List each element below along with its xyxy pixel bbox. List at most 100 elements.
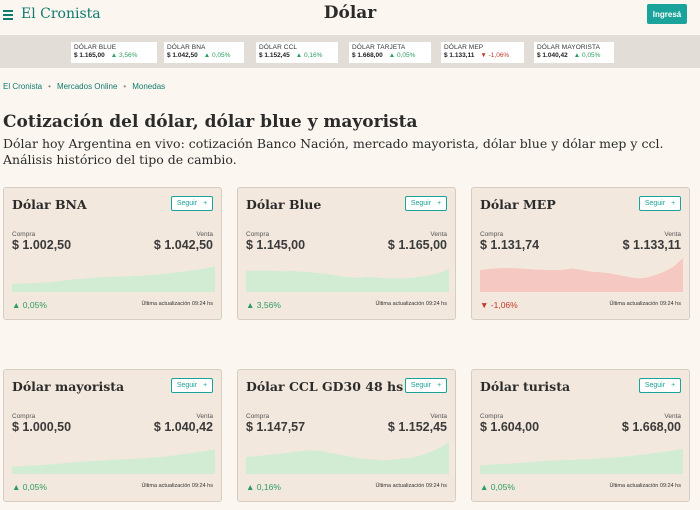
- breadcrumb-item[interactable]: El Cronista: [3, 82, 43, 91]
- currency-card[interactable]: Dólar CCL GD30 48 hs Seguir + Compra Vent…: [237, 369, 456, 502]
- sparkline-area: [246, 441, 449, 474]
- sparkline-area: [246, 268, 449, 292]
- card-title: Dólar mayorista: [12, 379, 125, 394]
- sell-value: $ 1.165,00: [387, 238, 447, 252]
- ticker-item[interactable]: DÓLAR MEP $ 1.133,11 ▼ -1,06%: [441, 42, 524, 63]
- buy-value: $ 1.000,50: [12, 420, 72, 434]
- ticker-name: DÓLAR BNA: [167, 44, 206, 51]
- change-value: ▲ 0,05%: [12, 300, 47, 310]
- buy-label: Compra: [246, 231, 270, 238]
- login-button[interactable]: Ingresá: [647, 4, 687, 24]
- main-heading: Cotización del dólar, dólar blue y mayor…: [3, 112, 418, 132]
- buy-label: Compra: [12, 231, 36, 238]
- ticker-item[interactable]: DÓLAR BLUE $ 1.165,00 ▲ 3,56%: [71, 42, 157, 63]
- last-update: Última actualización 09:24 hs: [609, 301, 681, 307]
- change-value: ▲ 0,16%: [246, 482, 281, 492]
- sell-label: Venta: [430, 231, 447, 238]
- change-value: ▲ 3,56%: [246, 300, 281, 310]
- follow-button[interactable]: Seguir +: [405, 196, 447, 211]
- sell-label: Venta: [196, 413, 213, 420]
- follow-label: Seguir: [410, 200, 432, 207]
- follow-button[interactable]: Seguir +: [639, 196, 681, 211]
- sell-value: $ 1.133,11: [622, 238, 681, 252]
- change-value: ▼ -1,06%: [480, 300, 518, 310]
- follow-button[interactable]: Seguir +: [171, 196, 213, 211]
- ticker-item[interactable]: DÓLAR CCL $ 1.152,45 ▲ 0,16%: [256, 42, 338, 63]
- ticker-change: ▼ -1,06%: [480, 52, 510, 59]
- buy-label: Compra: [480, 413, 504, 420]
- currency-ticker: DÓLAR BLUE $ 1.165,00 ▲ 3,56% DÓLAR BNA $…: [0, 35, 700, 68]
- breadcrumb-item[interactable]: Mercados Online: [56, 82, 118, 91]
- plus-icon: +: [203, 382, 208, 389]
- card-title: Dólar turista: [480, 379, 571, 394]
- ticker-value: $ 1.668,00: [352, 52, 383, 59]
- ticker-value: $ 1.040,42: [537, 52, 568, 59]
- ticker-change: ▲ 0,05%: [573, 52, 601, 59]
- currency-card[interactable]: Dólar BNA Seguir + Compra Venta $ 1.002,5…: [3, 187, 222, 320]
- follow-button[interactable]: Seguir +: [639, 378, 681, 393]
- buy-label: Compra: [12, 413, 36, 420]
- buy-value: $ 1.145,00: [246, 238, 306, 252]
- card-title: Dólar BNA: [12, 197, 87, 212]
- follow-button[interactable]: Seguir +: [405, 378, 447, 393]
- sell-value: $ 1.042,50: [153, 238, 213, 252]
- ticker-change: ▲ 0,05%: [388, 52, 416, 59]
- sparkline-chart: [480, 258, 683, 292]
- ticker-value: $ 1.165,00: [74, 52, 105, 59]
- ticker-change: ▲ 3,56%: [110, 52, 138, 59]
- sell-label: Venta: [664, 413, 681, 420]
- ticker-name: DÓLAR MAYORISTA: [537, 44, 601, 51]
- site-header: El Cronista Dólar Ingresá: [0, 0, 700, 33]
- sparkline-chart: [12, 266, 215, 292]
- site-logo[interactable]: El Cronista: [21, 6, 101, 22]
- ticker-item[interactable]: DÓLAR BNA $ 1.042,50 ▲ 0,05%: [164, 42, 244, 63]
- ticker-change: ▲ 0,05%: [203, 52, 231, 59]
- currency-card[interactable]: Dólar turista Seguir + Compra Venta $ 1.6…: [471, 369, 690, 502]
- buy-label: Compra: [246, 413, 270, 420]
- breadcrumb-separator: •: [48, 82, 51, 91]
- sell-value: $ 1.152,45: [387, 420, 447, 434]
- follow-label: Seguir: [176, 200, 198, 207]
- last-update: Última actualización 09:24 hs: [141, 483, 213, 489]
- buy-value: $ 1.604,00: [480, 420, 540, 434]
- card-title: Dólar MEP: [480, 197, 556, 212]
- buy-value: $ 1.131,74: [480, 238, 540, 252]
- buy-label: Compra: [480, 231, 504, 238]
- follow-button[interactable]: Seguir +: [171, 378, 213, 393]
- sparkline-chart: [246, 268, 449, 292]
- currency-card[interactable]: Dólar mayorista Seguir + Compra Venta $ 1…: [3, 369, 222, 502]
- plus-icon: +: [671, 200, 676, 207]
- change-value: ▲ 0,05%: [12, 482, 47, 492]
- sparkline-chart: [480, 448, 683, 474]
- plus-icon: +: [437, 200, 442, 207]
- currency-card[interactable]: Dólar Blue Seguir + Compra Venta $ 1.145,…: [237, 187, 456, 320]
- buy-value: $ 1.147,57: [246, 420, 306, 434]
- ticker-name: DÓLAR CCL: [259, 44, 298, 51]
- card-title: Dólar CCL GD30 48 hs: [246, 379, 404, 394]
- sparkline-chart: [12, 449, 215, 474]
- sell-label: Venta: [430, 413, 447, 420]
- ticker-item[interactable]: DÓLAR TARJETA $ 1.668,00 ▲ 0,05%: [349, 42, 431, 63]
- last-update: Última actualización 09:24 hs: [375, 301, 447, 307]
- breadcrumb-separator: •: [123, 82, 127, 91]
- sell-label: Venta: [664, 231, 681, 238]
- breadcrumb-item[interactable]: Monedas: [132, 82, 166, 91]
- last-update: Última actualización 09:24 hs: [375, 483, 447, 489]
- buy-value: $ 1.002,50: [12, 238, 72, 252]
- currency-card[interactable]: Dólar MEP Seguir + Compra Venta $ 1.131,7…: [471, 187, 690, 320]
- hamburger-menu-icon[interactable]: [3, 10, 13, 20]
- last-update: Última actualización 09:24 hs: [609, 483, 681, 489]
- plus-icon: +: [671, 382, 676, 389]
- plus-icon: +: [437, 382, 442, 389]
- ticker-name: DÓLAR TARJETA: [352, 44, 406, 51]
- ticker-name: DÓLAR MEP: [444, 44, 484, 51]
- follow-label: Seguir: [644, 200, 666, 207]
- follow-label: Seguir: [410, 382, 432, 389]
- follow-label: Seguir: [644, 382, 666, 389]
- sell-label: Venta: [196, 231, 213, 238]
- sparkline-area: [480, 258, 683, 292]
- change-value: ▲ 0,05%: [480, 482, 515, 492]
- ticker-item[interactable]: DÓLAR MAYORISTA $ 1.040,42 ▲ 0,05%: [534, 42, 614, 63]
- ticker-change: ▲ 0,16%: [295, 52, 323, 59]
- breadcrumb: El Cronista • Mercados Online • Monedas: [3, 82, 165, 91]
